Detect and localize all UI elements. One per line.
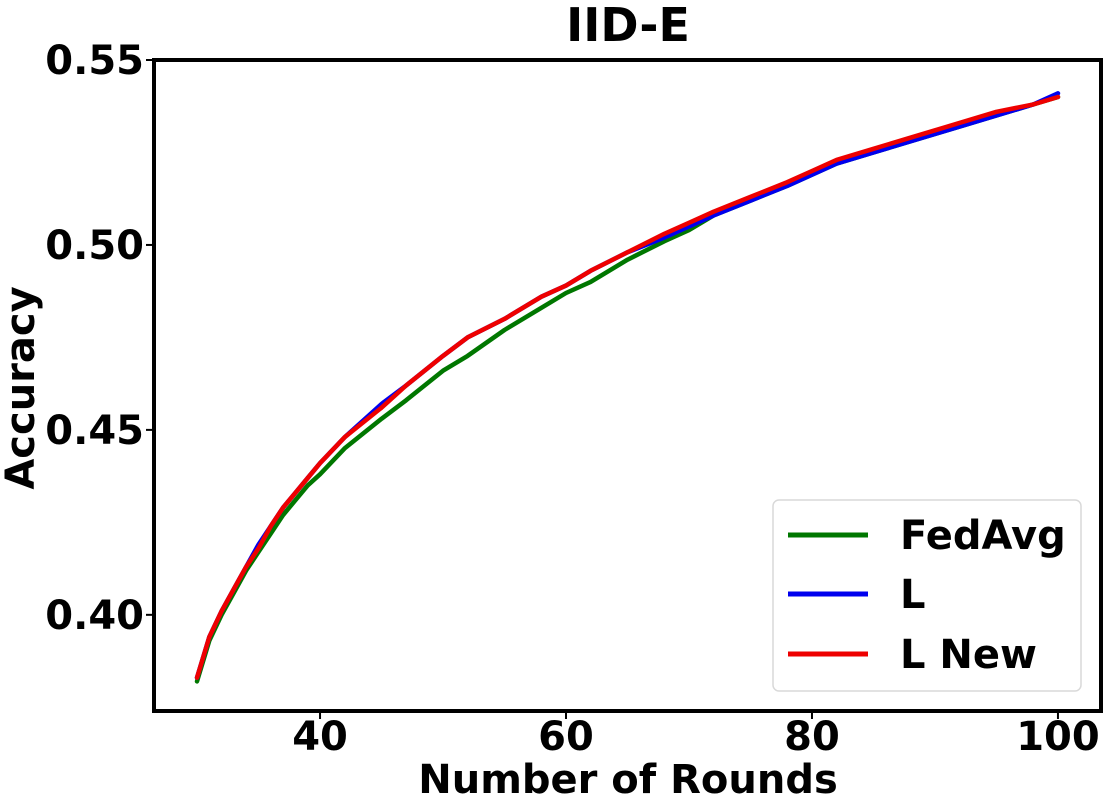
series-lines — [194, 91, 1061, 684]
plot-frame — [152, 58, 1103, 713]
x-tick-label: 60 — [538, 714, 594, 760]
x-axis-label: Number of Rounds — [418, 757, 838, 802]
legend: FedAvg L L New — [772, 499, 1082, 692]
y-tick-label: 0.50 — [45, 223, 144, 269]
x-tick-label: 40 — [292, 714, 348, 760]
x-tick-label: 80 — [784, 714, 840, 760]
x-tick-label: 100 — [1016, 714, 1100, 760]
legend-label-l-new: L New — [900, 632, 1037, 678]
legend-box — [772, 499, 1082, 692]
axis-ticks: 40 60 80 100 0.40 0.45 0.50 0.55 — [45, 38, 1099, 760]
legend-label-fedavg: FedAvg — [900, 513, 1066, 559]
chart-title: IID-E — [566, 0, 690, 52]
y-tick-label: 0.40 — [45, 593, 144, 639]
y-tick-label: 0.55 — [45, 38, 144, 84]
y-tick-label: 0.45 — [45, 408, 144, 454]
legend-label-l: L — [900, 572, 926, 618]
y-axis-label: Accuracy — [0, 286, 44, 489]
series-line-l-new — [194, 94, 1061, 680]
